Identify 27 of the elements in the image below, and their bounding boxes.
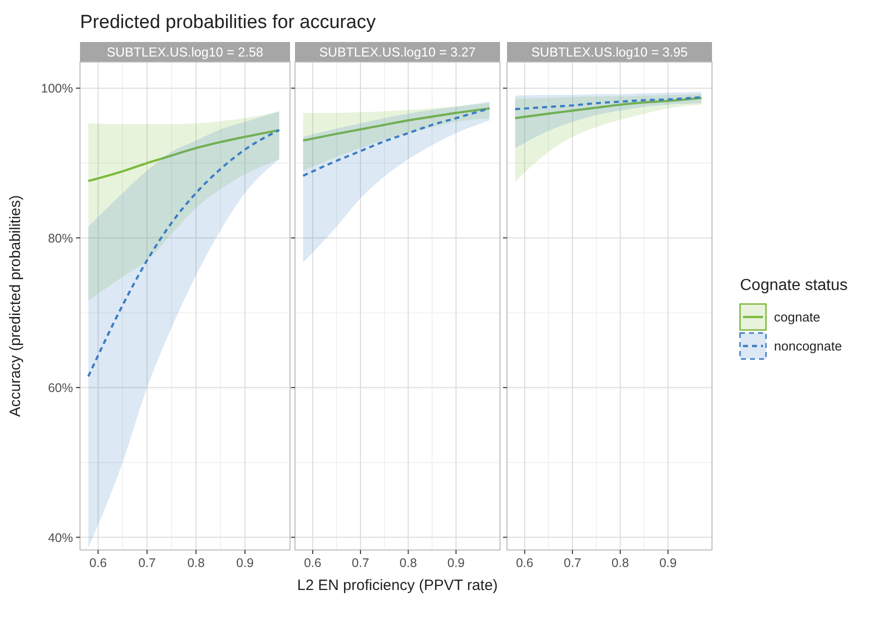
legend-label: noncognate [774,338,842,354]
y-tick-label: 80% [48,231,73,246]
line-series [87,129,280,378]
x-axis-title: L2 EN proficiency (PPVT rate) [297,577,498,594]
x-tick-label: 0.8 [400,556,417,570]
chart-subtitle: SUBTLEX.US.log10 = 2.58 [106,44,264,60]
x-tick-label: 0.9 [236,556,254,570]
x-tick-label: 0.7 [352,556,370,570]
x-tick-label: 0.9 [659,556,677,570]
legend-title: Cognate status [740,277,848,294]
x-tick-label: 0.7 [138,556,156,570]
x-tick-label: 0.6 [304,556,322,570]
x-tick-label: 0.6 [89,556,107,570]
chart-subtitle: SUBTLEX.US.log10 = 3.95 [531,44,688,60]
x-tick-label: 0.6 [516,556,534,570]
x-tick-label: 0.8 [612,556,629,570]
y-axis-title: Accuracy (predicted probabilities) [7,195,24,417]
x-tick-label: 0.9 [447,556,465,570]
legend-label: cognate [774,310,820,324]
y-tick-label: 60% [48,381,73,396]
x-tick-label: 0.7 [564,556,582,570]
chart-subtitle: SUBTLEX.US.log10 = 3.27 [319,44,476,60]
line-series [87,129,280,182]
y-tick-label: 40% [48,530,73,545]
x-tick-label: 0.8 [187,556,205,570]
chart-title: Predicted probabilities for accuracy [80,12,376,33]
y-tick-label: 100% [41,82,73,96]
